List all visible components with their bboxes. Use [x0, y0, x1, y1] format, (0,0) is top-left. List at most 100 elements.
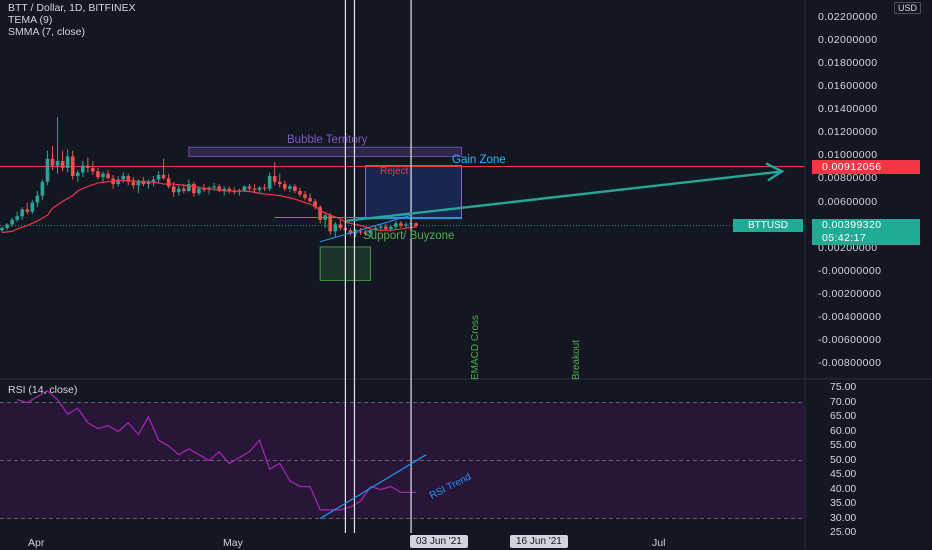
price-axis-label: 0.02200000: [818, 11, 878, 23]
candle: [156, 171, 161, 183]
candle: [348, 227, 353, 236]
candle-body: [202, 188, 206, 190]
candle: [353, 229, 358, 238]
time-label-may: May: [223, 537, 243, 549]
candle: [161, 158, 166, 180]
symbol-title[interactable]: BTT / Dollar, 1D, BITFINEX: [8, 2, 136, 14]
candle-body: [283, 184, 287, 189]
gain-zone-label[interactable]: Gain Zone: [452, 154, 506, 166]
candle-body: [394, 223, 398, 227]
candle-body: [131, 181, 136, 186]
candle: [313, 199, 317, 210]
candle-body: [217, 186, 221, 191]
candle-body: [60, 161, 65, 168]
candle: [166, 173, 171, 189]
candle: [35, 191, 40, 208]
candle-body: [257, 187, 262, 190]
candle: [111, 174, 115, 189]
candle-body: [389, 226, 393, 230]
chart-legend: BTT / Dollar, 1D, BITFINEX TEMA (9) SMMA…: [8, 2, 136, 38]
candle: [40, 179, 45, 201]
zones: [0, 146, 805, 281]
candle: [267, 172, 272, 191]
candle: [323, 211, 327, 228]
price-axis-label: 0.00600000: [818, 195, 878, 208]
candle-body: [227, 188, 232, 191]
candle: [75, 170, 80, 182]
rsi-legend[interactable]: RSI (14, close): [8, 384, 78, 396]
candle: [30, 200, 35, 215]
candle-body: [404, 224, 408, 226]
candle-body: [182, 188, 186, 191]
candle-body: [126, 176, 131, 182]
bubble-territory-label[interactable]: Bubble Territory: [287, 134, 368, 146]
currency-badge[interactable]: USD: [894, 2, 922, 14]
price-axis-label: 0.01000000: [818, 149, 878, 162]
candle-body: [267, 176, 272, 189]
candle-body: [318, 207, 322, 220]
candle-body: [313, 201, 317, 208]
price-axis-label: -0.00600000: [818, 333, 882, 346]
candle-body: [288, 186, 292, 189]
candle-body: [91, 167, 95, 172]
candle-body: [121, 176, 125, 180]
countdown-value: 05:42:17: [822, 232, 867, 244]
price-axis-label: -0.00200000: [818, 287, 882, 300]
rsi-axis-label: 40.00: [830, 482, 857, 495]
candle: [394, 220, 398, 230]
candle-body: [176, 188, 181, 193]
reject-label[interactable]: Reject: [380, 166, 409, 177]
candle-body: [378, 226, 383, 228]
candle: [176, 185, 181, 196]
candle-body: [30, 202, 35, 212]
candle-body: [55, 161, 60, 166]
candle-body: [399, 223, 403, 226]
candle-body: [106, 173, 110, 179]
candle: [81, 161, 85, 178]
candle-body: [368, 230, 373, 234]
candle-body: [166, 178, 171, 187]
candle: [10, 217, 14, 227]
time-label-jul: Jul: [652, 537, 666, 549]
candle: [65, 149, 70, 173]
candle-body: [252, 188, 257, 190]
price-axis-label: -0.00800000: [818, 357, 882, 369]
candle: [272, 162, 277, 186]
projection-arrow-line: [345, 170, 783, 223]
smma-indicator-label[interactable]: SMMA (7, close): [8, 26, 86, 38]
candle-body: [15, 216, 19, 220]
candle-body: [5, 224, 9, 228]
breakout-label[interactable]: Breakout: [571, 339, 582, 380]
candle-body: [96, 171, 100, 178]
candle: [15, 211, 19, 223]
candle-body: [247, 186, 252, 189]
candle: [217, 184, 221, 193]
candle: [338, 219, 343, 231]
candle: [399, 220, 403, 228]
support-buyzone-label[interactable]: Support/ Buyzone: [363, 230, 455, 242]
time-label-apr: Apr: [28, 537, 45, 549]
candle: [25, 202, 30, 215]
emacd-cross-label[interactable]: EMACD Cross: [470, 314, 481, 380]
candle-body: [0, 227, 4, 231]
candle: [131, 177, 136, 189]
last-price-tag: 0.00399320 05:42:17: [812, 219, 920, 245]
tema-indicator-label[interactable]: TEMA (9): [8, 14, 53, 26]
rsi-band: [0, 402, 805, 519]
candle: [5, 223, 9, 231]
candle-body: [151, 179, 156, 182]
candle: [333, 222, 338, 238]
candle-body: [45, 158, 50, 182]
candle-body: [65, 156, 70, 168]
candle-body: [171, 186, 176, 193]
reject-price-tag: 0.00912056: [812, 160, 920, 174]
candle: [384, 223, 388, 231]
rsi-polyline: [16, 390, 417, 511]
candle-body: [363, 232, 368, 234]
candle: [237, 188, 242, 196]
candle: [363, 230, 368, 236]
candle: [328, 212, 333, 235]
price-axis-label: 0.01200000: [818, 126, 878, 139]
candle-body: [40, 181, 45, 196]
